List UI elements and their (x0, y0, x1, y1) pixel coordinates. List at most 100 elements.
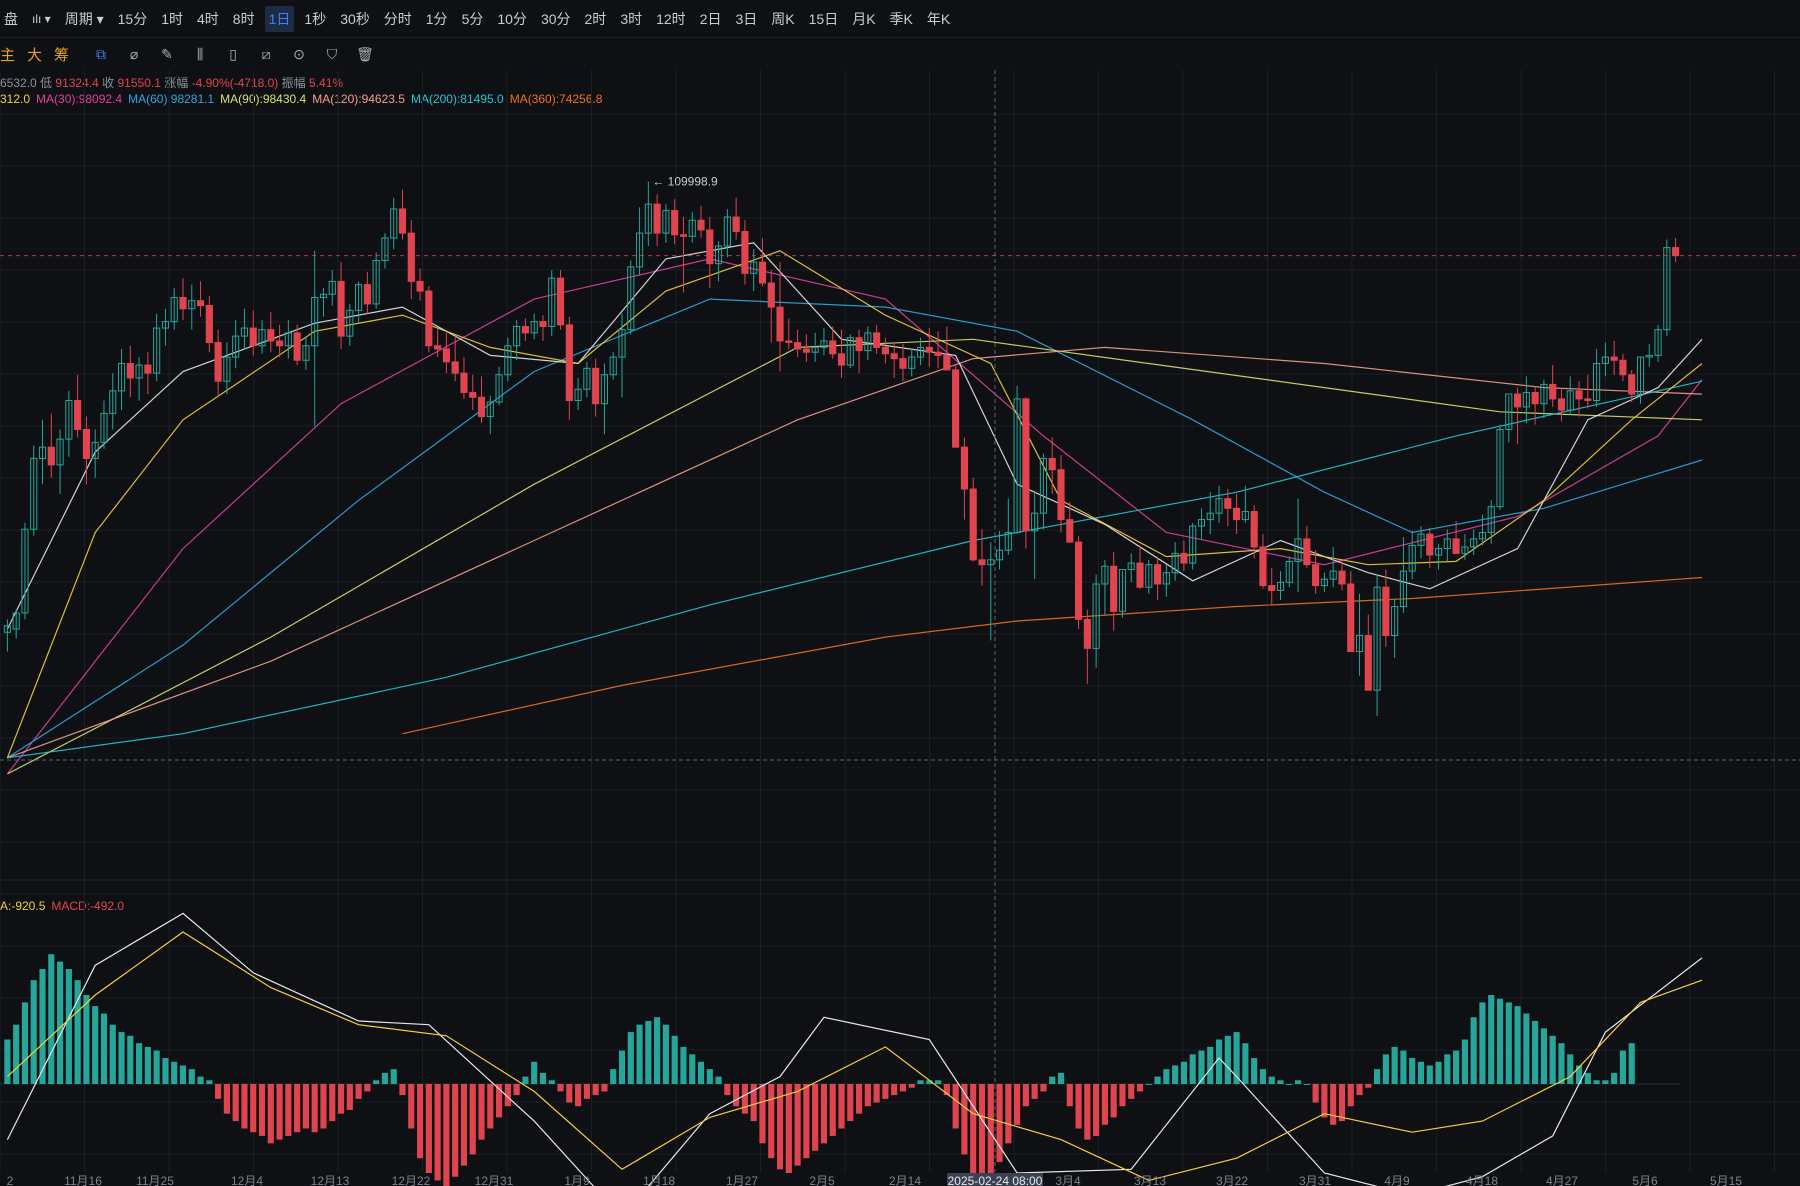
magnet-icon[interactable]: ⊙ (293, 45, 305, 62)
pen-icon[interactable]: ✎ (161, 45, 173, 62)
macd_legend-item: A:-920.5 (0, 899, 46, 913)
period-0[interactable]: 盘 (4, 10, 18, 27)
period-22[interactable]: 季K (889, 10, 913, 27)
macd-bar (1198, 1050, 1205, 1084)
candle-body (600, 374, 609, 405)
macd-bar (750, 1084, 757, 1122)
ruler-icon[interactable]: ⌀ (129, 45, 139, 62)
candle (1039, 453, 1048, 530)
macd-bar (1242, 1043, 1249, 1084)
period-6[interactable]: 1日 (264, 5, 295, 32)
period-8[interactable]: 30秒 (340, 10, 370, 27)
candle (30, 445, 38, 536)
candle-body (407, 232, 415, 282)
candle (1663, 239, 1671, 337)
candle-body (1540, 383, 1548, 405)
candle (1549, 365, 1557, 407)
period-toolbar: 盘 ılı ▾ 周期 ▾ 15分 1时 4时 8时 1日 1秒 30秒 分时 1分 5分 10分 30分 2时… (0, 0, 1800, 38)
candle-body (460, 372, 468, 393)
period-9[interactable]: 分时 (383, 10, 412, 27)
candle-body (1074, 541, 1083, 620)
candle (311, 250, 319, 427)
candle-body (873, 332, 881, 348)
period-1[interactable]: 周期 ▾ (64, 10, 104, 27)
period-14[interactable]: 2时 (584, 10, 607, 27)
period-20[interactable]: 15日 (808, 10, 839, 27)
macd-bar (952, 1084, 959, 1129)
ma-line-ma360 (402, 576, 1703, 735)
macd-bar (776, 1084, 784, 1170)
period-3[interactable]: 1时 (161, 10, 183, 27)
macd-bar (285, 1084, 292, 1136)
macd-bar (715, 1076, 722, 1084)
macd-bar (1066, 1084, 1073, 1107)
candle (1584, 374, 1592, 409)
candle-body (1294, 538, 1302, 562)
date-cursor-box (947, 1173, 1043, 1186)
candle-body (240, 327, 249, 337)
candle (1601, 342, 1609, 377)
candle-body (969, 488, 977, 561)
candle-body (1645, 354, 1653, 358)
candle (539, 315, 547, 341)
candle-body (1241, 511, 1249, 521)
period-16[interactable]: 12时 (656, 10, 686, 27)
period-17[interactable]: 2日 (699, 10, 722, 27)
macd-bar (443, 1084, 450, 1186)
macd-bar (627, 1032, 634, 1084)
candle (390, 197, 398, 250)
macd-bar (812, 1084, 819, 1151)
period-12[interactable]: 10分 (497, 10, 527, 27)
filter-icon[interactable]: ⛉ (326, 45, 338, 62)
period-18[interactable]: 3日 (735, 10, 758, 27)
note-icon[interactable]: ⧄ (261, 45, 271, 62)
bars-icon[interactable]: ⫼ (196, 45, 204, 62)
macd-bar (1189, 1054, 1196, 1084)
candle-body (1417, 533, 1425, 546)
indicator-0[interactable]: 主 (0, 46, 16, 64)
trash-icon[interactable]: 🗑 (356, 45, 374, 62)
period-7[interactable]: 1秒 (304, 10, 327, 27)
macd-bar (241, 1084, 248, 1129)
brackets-icon[interactable]: ⧉ (96, 45, 107, 62)
candle-body (1092, 583, 1100, 649)
period-11[interactable]: 5分 (461, 10, 484, 27)
macd-bar (697, 1061, 705, 1084)
indicator-1[interactable]: 大 (27, 46, 43, 64)
calendar-icon[interactable]: ▯ (229, 45, 237, 62)
candle (873, 324, 881, 354)
macd-bar (504, 1084, 511, 1107)
candle-body (486, 401, 494, 418)
macd-bar (48, 954, 55, 1084)
candle (1092, 574, 1100, 668)
candle (109, 373, 117, 430)
period-5[interactable]: 8时 (232, 10, 255, 27)
chart-type-icon[interactable]: ılı ▾ (32, 11, 51, 26)
indicator-2[interactable]: 筹 (54, 46, 70, 64)
candle-body (1118, 568, 1127, 612)
x-tick-label: 1月9 (564, 1174, 590, 1186)
candle-body (1197, 519, 1206, 527)
candle-body (30, 457, 38, 530)
candle (1522, 376, 1530, 424)
candle-body (232, 335, 240, 358)
period-15[interactable]: 3时 (620, 10, 643, 27)
macd-bar (460, 1084, 468, 1166)
candle-body (1636, 356, 1645, 395)
candle-body (794, 342, 802, 350)
period-10[interactable]: 1分 (425, 10, 448, 27)
candle (337, 262, 345, 349)
candle (214, 329, 222, 398)
macd-bar (1005, 1084, 1012, 1144)
period-23[interactable]: 年K (926, 10, 951, 27)
macd-bar (1022, 1084, 1029, 1107)
period-13[interactable]: 30分 (540, 10, 571, 27)
period-4[interactable]: 4时 (197, 10, 219, 27)
candle-body (1461, 546, 1469, 554)
ma-legend: 312.0 MA(30):98092.4 MA(60):98281.1 MA(90):… (0, 92, 608, 106)
candle-body (811, 346, 819, 353)
period-19[interactable]: 周K (771, 10, 795, 27)
period-2[interactable]: 15分 (117, 10, 148, 27)
period-21[interactable]: 月K (852, 10, 876, 27)
